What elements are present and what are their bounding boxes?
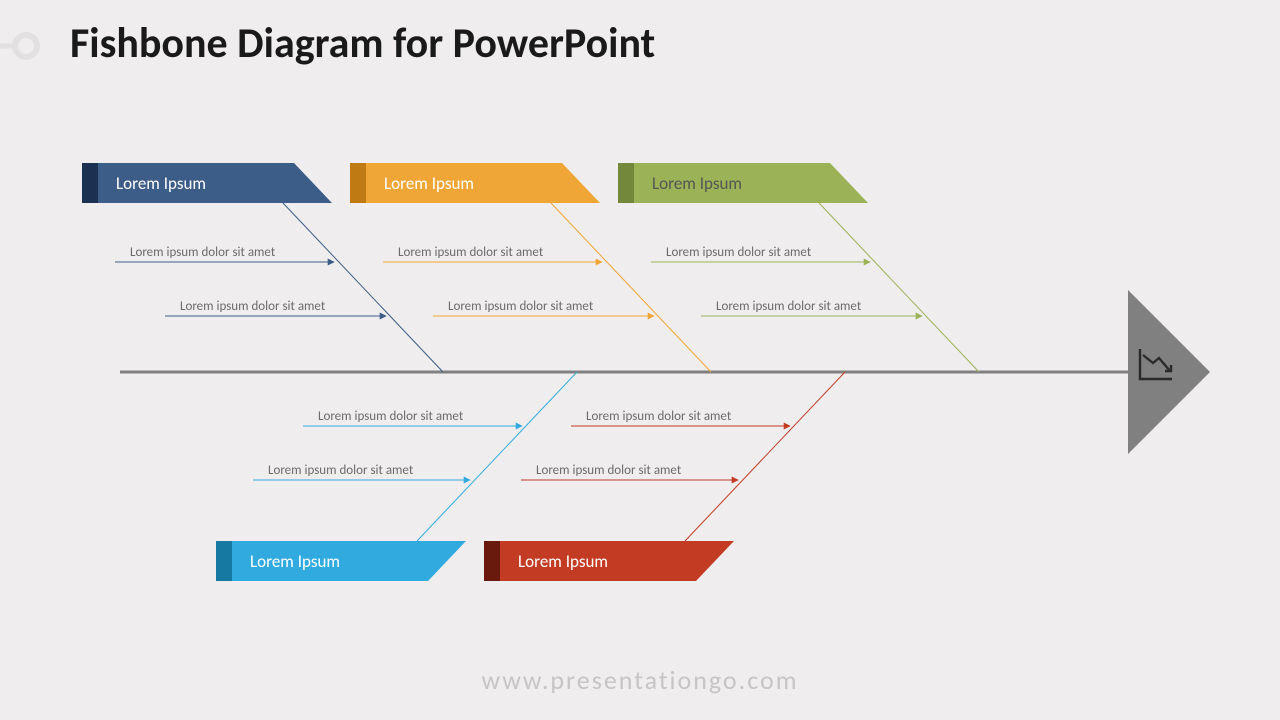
subcause-label-green-1: Lorem ipsum dolor sit amet <box>716 299 862 314</box>
category-accent-green <box>618 163 634 203</box>
category-accent-orange <box>350 163 366 203</box>
subcause-label-green-0: Lorem ipsum dolor sit amet <box>666 245 812 260</box>
subcause-label-blue-0: Lorem ipsum dolor sit amet <box>130 245 276 260</box>
subcause-label-blue-1: Lorem ipsum dolor sit amet <box>180 299 326 314</box>
subcause-label-orange-0: Lorem ipsum dolor sit amet <box>398 245 544 260</box>
category-label-blue: Lorem Ipsum <box>116 173 206 194</box>
page-title: Fishbone Diagram for PowerPoint <box>70 18 655 69</box>
subcause-label-red-1: Lorem ipsum dolor sit amet <box>536 463 682 478</box>
fishbone-diagram: Lorem Ipsum Lorem ipsum dolor sit amet Lor… <box>0 0 1280 720</box>
category-label-orange: Lorem Ipsum <box>384 173 474 194</box>
bone-line-lightblue <box>417 372 577 541</box>
category-accent-lightblue <box>216 541 232 581</box>
category-accent-red <box>484 541 500 581</box>
slide: Lorem Ipsum Lorem ipsum dolor sit amet Lor… <box>0 0 1280 720</box>
subcause-label-lightblue-0: Lorem ipsum dolor sit amet <box>318 409 464 424</box>
bone-line-orange <box>551 203 711 372</box>
footer-url: www.presentationgo.com <box>0 664 1280 696</box>
bone-line-red <box>685 372 845 541</box>
bone-line-blue <box>283 203 443 372</box>
bone-line-green <box>819 203 979 372</box>
category-label-green: Lorem Ipsum <box>652 173 742 194</box>
category-label-red: Lorem Ipsum <box>518 551 608 572</box>
subcause-label-red-0: Lorem ipsum dolor sit amet <box>586 409 732 424</box>
subcause-label-orange-1: Lorem ipsum dolor sit amet <box>448 299 594 314</box>
category-accent-blue <box>82 163 98 203</box>
subcause-label-lightblue-1: Lorem ipsum dolor sit amet <box>268 463 414 478</box>
category-label-lightblue: Lorem Ipsum <box>250 551 340 572</box>
